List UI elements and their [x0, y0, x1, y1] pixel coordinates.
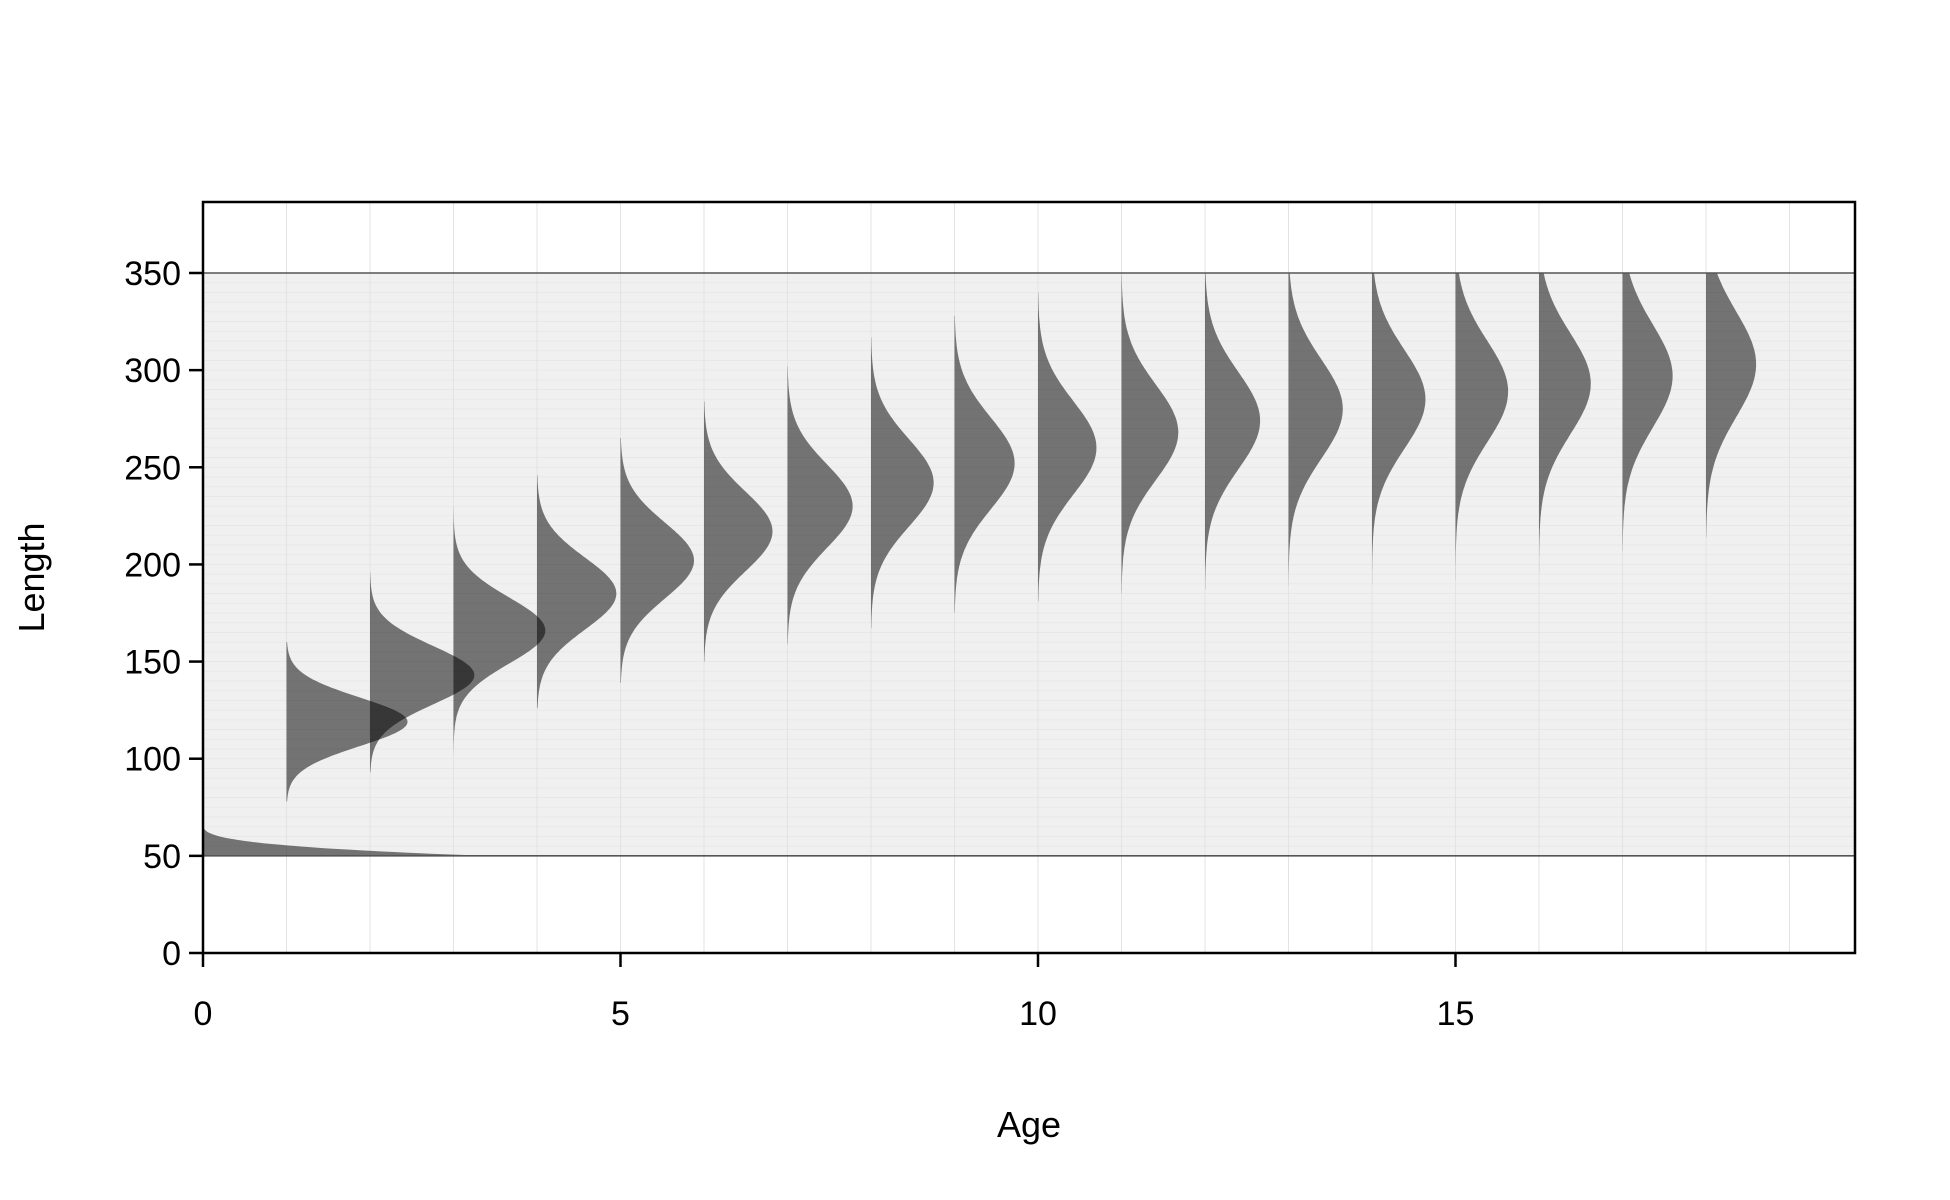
axes: 0 50 100 150 200 250 300 350 0 5 10 15 [124, 255, 1474, 1033]
plot-frame [201, 200, 1857, 955]
y-tick-label: 300 [124, 352, 181, 390]
y-tick-label: 100 [124, 741, 181, 779]
x-tick-label: 0 [194, 995, 213, 1033]
y-tick-label: 50 [143, 838, 181, 876]
distribution-age-3 [453, 506, 546, 753]
distribution-age-2 [370, 572, 475, 773]
y-tick-label: 350 [124, 255, 181, 293]
distribution-age-6 [704, 401, 773, 662]
distribution-age-11 [1121, 273, 1179, 594]
distribution-age-16 [1539, 273, 1591, 608]
distribution-age-18 [1706, 273, 1757, 538]
distribution-age-9 [954, 315, 1015, 613]
y-axis-title: Length [11, 522, 52, 632]
x-axis-title: Age [997, 1104, 1061, 1145]
y-tick-label: 200 [124, 546, 181, 584]
y-tick-label: 150 [124, 644, 181, 682]
distribution-age-10 [1038, 292, 1097, 602]
distribution-age-14 [1372, 273, 1426, 584]
age-0-distribution [203, 822, 487, 856]
x-tick-label: 5 [611, 995, 630, 1033]
distribution-age-7 [787, 366, 853, 645]
x-tick-label: 15 [1437, 995, 1475, 1033]
distributions [203, 273, 1757, 856]
y-tick-label: 250 [124, 449, 181, 487]
reference-lines [203, 272, 1855, 857]
distribution-age-4 [537, 475, 617, 709]
distribution-age-12 [1205, 273, 1261, 590]
distribution-age-1 [286, 642, 408, 802]
distribution-age-17 [1622, 273, 1673, 551]
distribution-age-15 [1455, 273, 1509, 588]
distribution-age-13 [1288, 273, 1343, 586]
y-tick-label: 0 [162, 935, 181, 973]
distribution-age-8 [871, 337, 934, 629]
x-tick-label: 10 [1019, 995, 1057, 1033]
distribution-age-5 [620, 438, 694, 683]
